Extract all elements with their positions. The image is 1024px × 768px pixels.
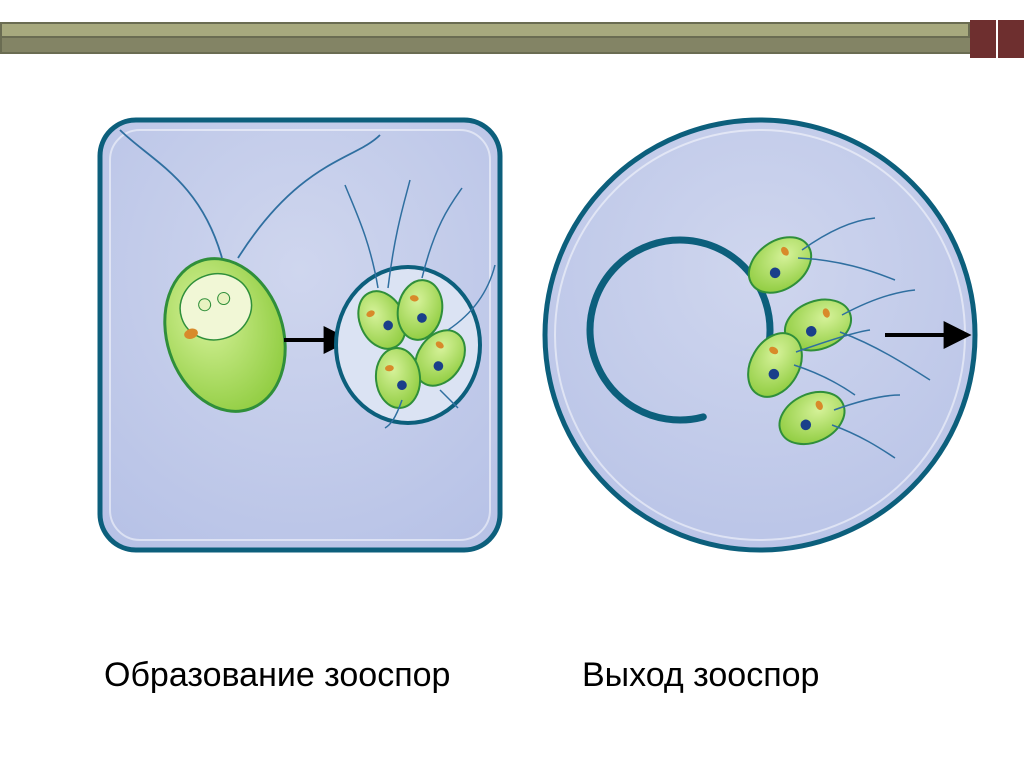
caption-left: Образование зооспор — [104, 656, 450, 695]
caption-right: Выход зооспор — [582, 656, 819, 695]
diagram-svg — [0, 0, 1024, 768]
